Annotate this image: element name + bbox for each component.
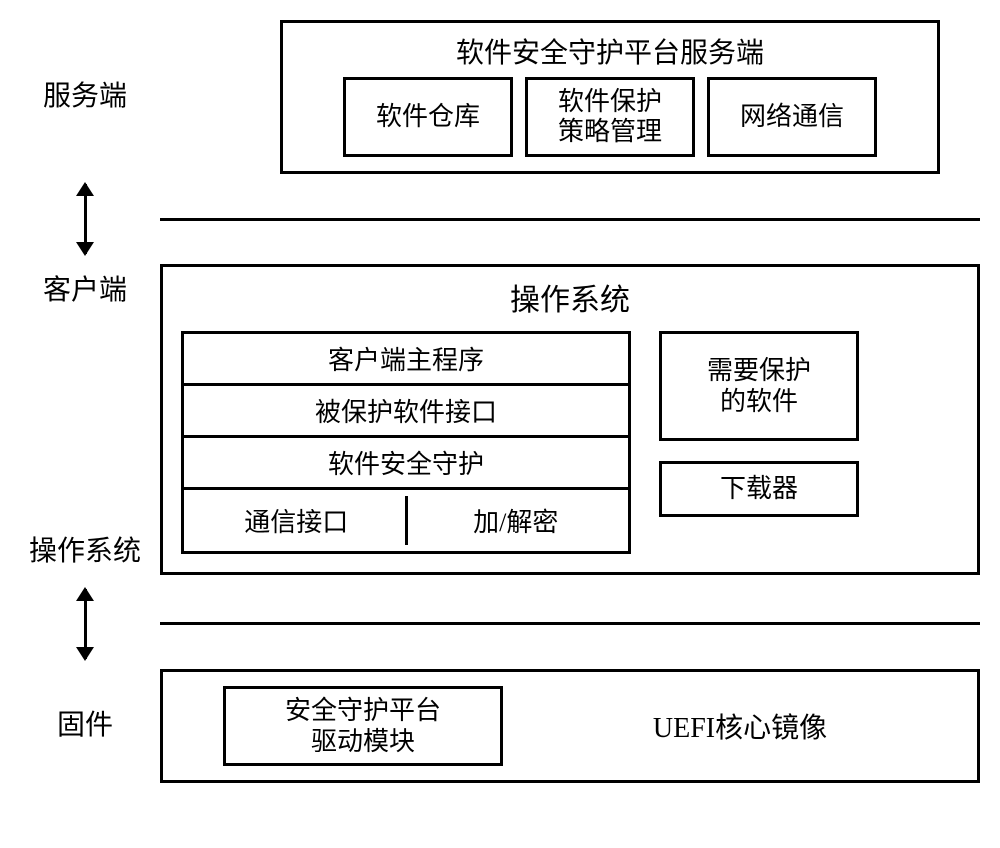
os-title: 操作系统 (181, 275, 959, 319)
firmware-row: 固件 安全守护平台 驱动模块 UEFI核心镜像 (10, 669, 980, 783)
protected-iface: 被保护软件接口 (184, 386, 628, 438)
comm-crypt-row: 通信接口 加/解密 (184, 490, 628, 551)
double-arrow-icon (84, 589, 87, 659)
server-policy-l2: 策略管理 (558, 117, 662, 147)
fw-drv-l1: 安全守护平台 (232, 695, 494, 726)
os-box: 操作系统 客户端主程序 被保护软件接口 软件安全守护 通信接口 加/解密 需要保… (160, 264, 980, 575)
server-policy: 软件保护 策略管理 (525, 77, 695, 157)
client-right: 操作系统 客户端主程序 被保护软件接口 软件安全守护 通信接口 加/解密 需要保… (160, 264, 980, 575)
hline-2 (160, 622, 980, 625)
need-protect-l2: 的软件 (707, 386, 811, 417)
label-server: 服务端 (10, 80, 160, 114)
server-repo: 软件仓库 (343, 77, 513, 157)
need-protect: 需要保护 的软件 (659, 331, 859, 441)
label-client: 客户端 (10, 274, 160, 308)
divider-1 (10, 184, 980, 254)
sec-guard: 软件安全守护 (184, 438, 628, 490)
arrow-os-fw (10, 589, 160, 659)
client-stack: 客户端主程序 被保护软件接口 软件安全守护 通信接口 加/解密 (181, 331, 631, 554)
comm-iface: 通信接口 (188, 496, 408, 545)
server-title: 软件安全守护平台服务端 (297, 31, 923, 71)
client-row: 客户端 操作系统 客户端主程序 被保护软件接口 软件安全守护 通信接口 加/解密 (10, 264, 980, 575)
label-firmware: 固件 (10, 709, 160, 743)
firmware-right: 安全守护平台 驱动模块 UEFI核心镜像 (160, 669, 980, 783)
label-os: 操作系统 (10, 535, 160, 569)
hline-1 (160, 218, 980, 221)
arrow-server-client (10, 184, 160, 254)
server-row: 服务端 软件安全守护平台服务端 软件仓库 软件保护 策略管理 网络通信 (10, 20, 980, 174)
fw-drv-l2: 驱动模块 (232, 726, 494, 757)
fw-box: 安全守护平台 驱动模块 UEFI核心镜像 (160, 669, 980, 783)
server-net: 网络通信 (707, 77, 877, 157)
server-right: 软件安全守护平台服务端 软件仓库 软件保护 策略管理 网络通信 (160, 20, 980, 174)
server-inner: 软件仓库 软件保护 策略管理 网络通信 (297, 77, 923, 157)
fw-uefi: UEFI核心镜像 (523, 706, 957, 746)
client-main: 客户端主程序 (184, 334, 628, 386)
os-body: 客户端主程序 被保护软件接口 软件安全守护 通信接口 加/解密 需要保护 的软件 (181, 331, 959, 554)
server-box: 软件安全守护平台服务端 软件仓库 软件保护 策略管理 网络通信 (280, 20, 940, 174)
double-arrow-icon (84, 184, 87, 254)
os-right-col: 需要保护 的软件 下载器 (659, 331, 859, 554)
divider-2 (10, 589, 980, 659)
server-policy-l1: 软件保护 (558, 87, 662, 117)
fw-driver: 安全守护平台 驱动模块 (223, 686, 503, 766)
downloader: 下载器 (659, 461, 859, 517)
need-protect-l1: 需要保护 (707, 355, 811, 386)
crypt: 加/解密 (408, 496, 625, 545)
